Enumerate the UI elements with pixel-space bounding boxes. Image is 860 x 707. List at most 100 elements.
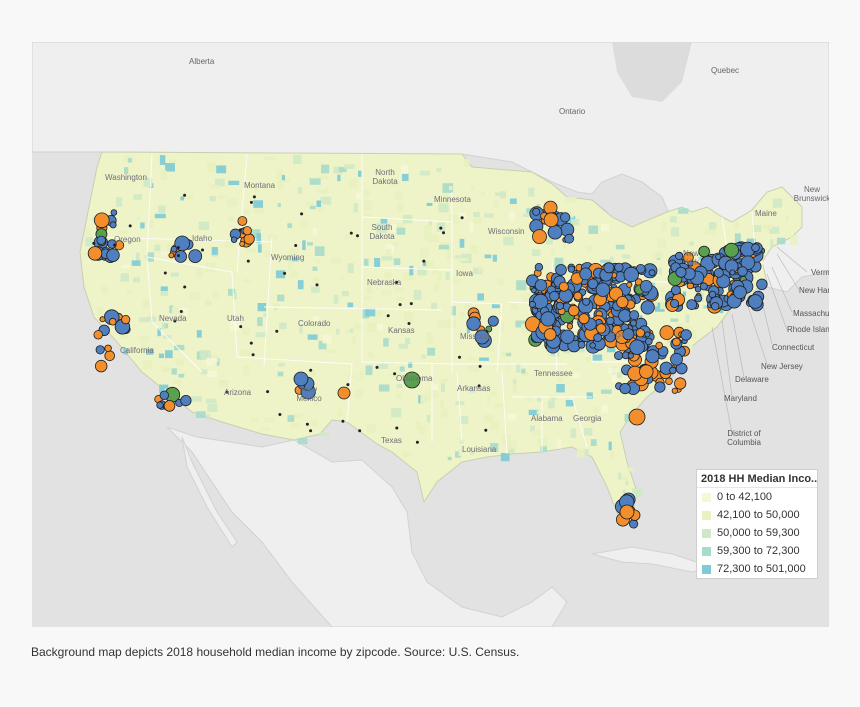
income-patch: [275, 270, 286, 279]
income-patch: [160, 286, 168, 291]
income-patch: [276, 169, 283, 179]
income-patch: [511, 304, 518, 310]
income-patch: [551, 396, 555, 402]
us-map[interactable]: [32, 42, 829, 627]
income-patch: [263, 313, 267, 317]
income-patch: [299, 325, 303, 334]
site-marker-large: [403, 371, 421, 389]
label-south-dakota: South Dakota: [369, 223, 395, 241]
income-patch: [140, 222, 145, 229]
income-patch: [165, 350, 173, 359]
income-patch: [473, 217, 482, 225]
legend-item[interactable]: 42,100 to 50,000: [697, 506, 817, 524]
income-patch: [501, 351, 507, 358]
income-patch: [601, 404, 609, 414]
income-patch: [484, 345, 495, 352]
site-marker-small: [407, 322, 411, 325]
income-patch: [440, 378, 449, 383]
income-patch: [384, 272, 392, 279]
site-marker-small: [251, 353, 255, 357]
income-patch: [383, 338, 389, 347]
income-legend[interactable]: 2018 HH Median Inco.. 0 to 42,100 42,100…: [696, 469, 818, 579]
legend-item[interactable]: 59,300 to 72,300: [697, 542, 817, 560]
income-patch: [160, 170, 167, 180]
income-patch: [242, 327, 250, 336]
income-patch: [469, 386, 476, 393]
income-patch: [83, 252, 89, 257]
income-patch: [546, 236, 553, 245]
legend-item[interactable]: 50,000 to 59,300: [697, 524, 817, 542]
site-marker: [680, 329, 692, 341]
site-marker: [587, 278, 599, 290]
site-marker: [589, 342, 596, 349]
site-marker: [174, 250, 188, 263]
income-patch: [536, 397, 542, 402]
income-patch: [354, 323, 363, 331]
label-delaware: Delaware: [735, 375, 769, 384]
income-patch: [660, 301, 667, 310]
income-patch: [417, 267, 427, 276]
legend-swatch: [702, 564, 711, 574]
legend-item[interactable]: 72,300 to 501,000: [697, 560, 817, 578]
income-patch: [376, 308, 383, 317]
income-patch: [521, 371, 529, 377]
income-patch: [625, 481, 629, 486]
legend-item[interactable]: 0 to 42,100: [697, 488, 817, 506]
income-patch: [678, 208, 689, 214]
income-patch: [206, 370, 218, 378]
site-marker: [543, 328, 557, 341]
income-patch: [340, 275, 345, 282]
income-patch: [624, 413, 631, 422]
label-maryland: Maryland: [724, 394, 757, 403]
income-patch: [421, 354, 426, 359]
income-patch: [207, 403, 218, 412]
income-patch: [305, 201, 314, 207]
map-frame[interactable]: Alberta Quebec Ontario New Brunswick Was…: [32, 42, 829, 627]
site-marker: [109, 221, 117, 229]
income-patch: [752, 225, 762, 232]
site-marker: [670, 298, 680, 308]
income-patch: [316, 200, 321, 207]
label-wyoming: Wyoming: [271, 253, 305, 262]
income-patch: [318, 175, 328, 180]
income-patch: [175, 359, 185, 366]
income-patch: [146, 252, 154, 262]
income-patch: [556, 439, 562, 449]
income-patch: [133, 194, 142, 200]
income-patch: [287, 262, 292, 271]
income-patch: [398, 343, 408, 349]
income-patch: [473, 211, 480, 217]
site-marker: [672, 337, 681, 347]
site-marker: [560, 329, 575, 345]
income-patch: [312, 316, 319, 322]
income-patch: [133, 277, 140, 283]
income-patch: [470, 450, 475, 455]
income-patch: [484, 254, 492, 259]
income-patch: [790, 235, 798, 245]
income-patch: [357, 170, 362, 177]
site-marker: [547, 224, 563, 240]
site-marker-small: [176, 246, 180, 249]
income-patch: [264, 250, 274, 258]
income-patch: [279, 322, 287, 330]
income-patch: [611, 373, 617, 384]
income-patch: [670, 318, 679, 322]
site-marker-small: [460, 216, 464, 220]
income-patch: [292, 257, 299, 262]
label-connecticut: Connecticut: [772, 343, 815, 352]
income-patch: [703, 305, 708, 309]
site-marker: [737, 266, 748, 277]
label-nebraska: Nebraska: [367, 278, 402, 287]
income-patch: [670, 216, 677, 223]
income-patch: [556, 384, 565, 393]
income-patch: [565, 197, 577, 203]
site-marker: [639, 280, 653, 293]
income-patch: [322, 335, 332, 344]
income-patch: [442, 183, 454, 193]
income-patch: [509, 198, 517, 205]
income-patch: [504, 352, 512, 357]
label-massachusetts: Massachusetts: [793, 309, 829, 318]
income-patch: [531, 249, 541, 257]
income-patch: [528, 187, 535, 197]
income-patch: [96, 306, 103, 317]
